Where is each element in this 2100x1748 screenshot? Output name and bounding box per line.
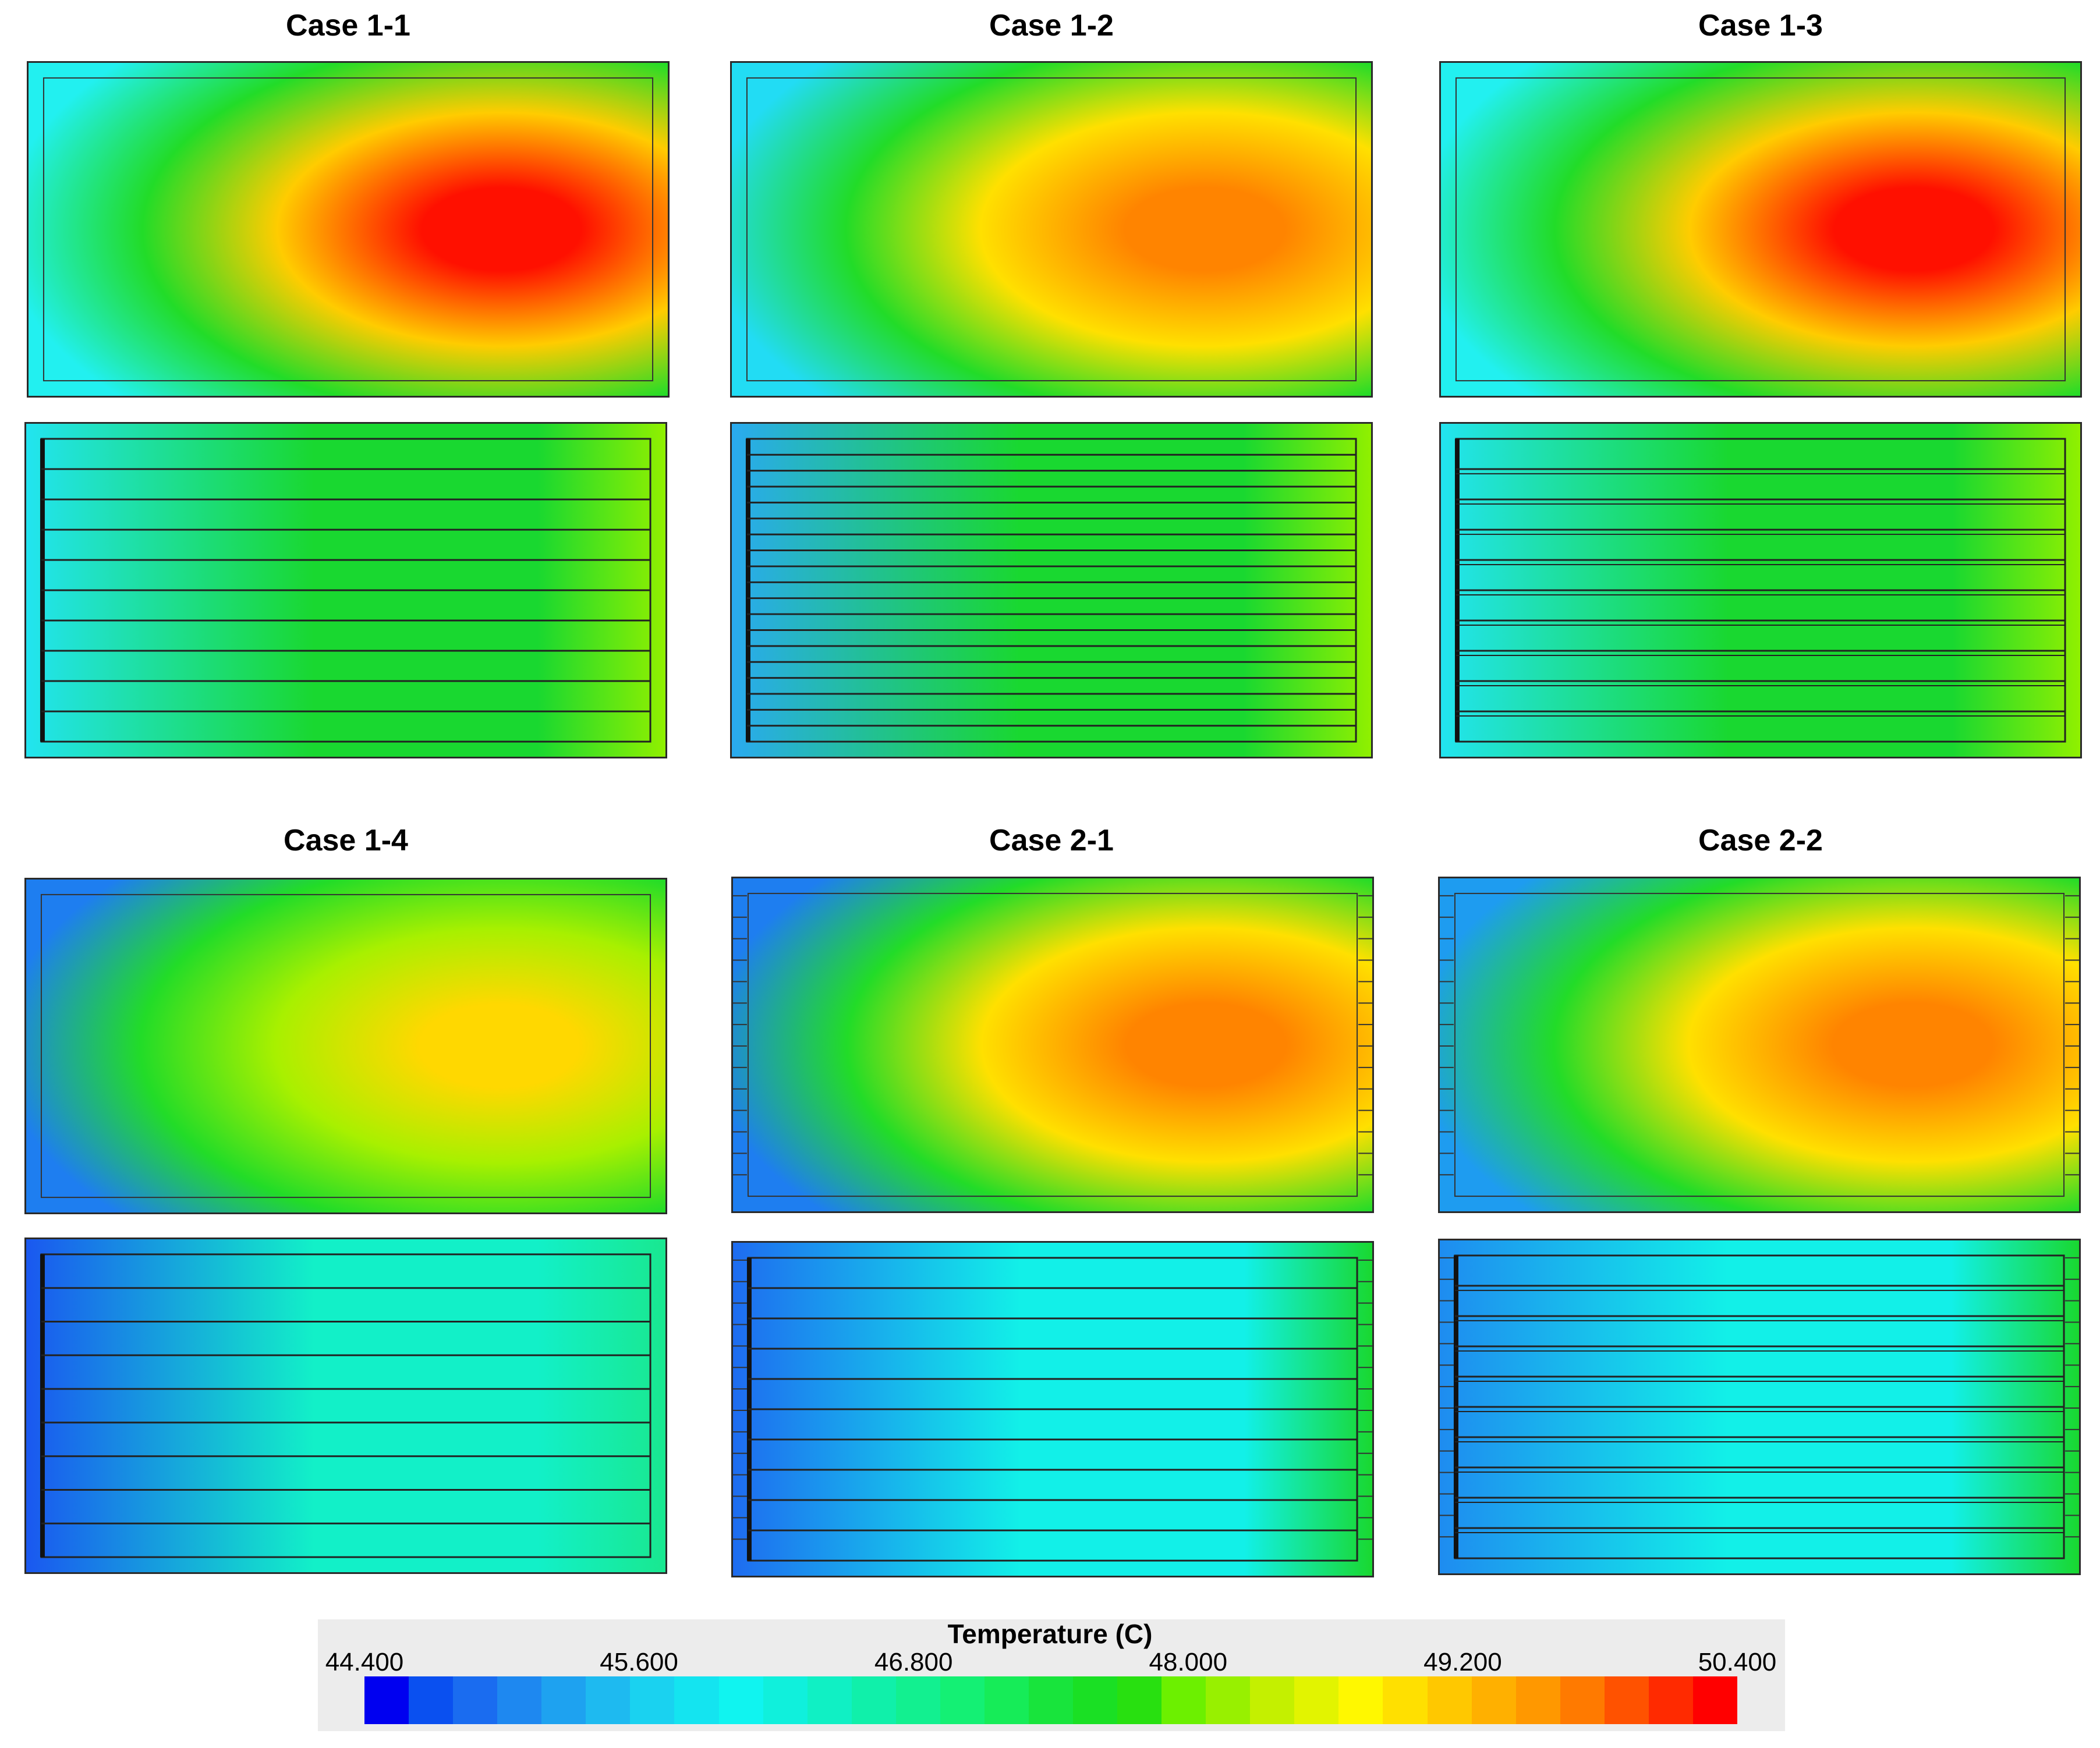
legend-color-bin xyxy=(630,1676,675,1724)
bottom-contour-svg xyxy=(26,424,665,757)
legend-color-bin xyxy=(497,1676,542,1724)
case-title: Case 2-1 xyxy=(989,824,1114,857)
temperature-field xyxy=(732,424,1371,757)
temperature-field xyxy=(26,880,665,1212)
legend-color-bin xyxy=(1338,1676,1383,1724)
top-contour-svg xyxy=(29,63,668,396)
top-contour-svg xyxy=(26,880,665,1212)
top-contour-svg xyxy=(732,63,1371,396)
legend-tick-label: 50.400 xyxy=(1698,1648,1777,1676)
bottom-contour-panel xyxy=(24,422,667,758)
bottom-contour-svg xyxy=(733,1243,1372,1576)
legend-color-bin xyxy=(851,1676,896,1724)
temperature-field xyxy=(1441,63,2080,396)
legend-colorbar xyxy=(364,1676,1737,1724)
legend-color-bin xyxy=(1515,1676,1560,1724)
legend-tick-label: 44.400 xyxy=(325,1648,404,1676)
legend-color-bin xyxy=(1692,1676,1737,1724)
legend-color-bin xyxy=(1028,1676,1073,1724)
legend-color-bin xyxy=(718,1676,763,1724)
legend-color-bin xyxy=(1161,1676,1206,1724)
legend-color-bin xyxy=(1427,1676,1472,1724)
case-title: Case 1-3 xyxy=(1698,9,1823,42)
bottom-contour-panel xyxy=(24,1238,667,1574)
legend-color-bin xyxy=(541,1676,586,1724)
top-contour-svg xyxy=(733,878,1372,1211)
cell-outline xyxy=(1454,892,2065,1197)
legend-tick-label: 48.000 xyxy=(1149,1648,1228,1676)
legend-tick-label: 45.600 xyxy=(600,1648,678,1676)
temperature-field xyxy=(26,1239,665,1572)
temperature-field xyxy=(732,63,1371,396)
legend-color-bin xyxy=(1560,1676,1605,1724)
legend-tick-label: 46.800 xyxy=(874,1648,953,1676)
temperature-field xyxy=(29,63,668,396)
temperature-field xyxy=(1440,878,2079,1211)
legend-color-bin xyxy=(940,1676,985,1724)
temperature-field xyxy=(733,878,1372,1211)
top-contour-panel xyxy=(24,878,667,1214)
legend-title: Temperature (C) xyxy=(947,1619,1153,1649)
legend-color-bin xyxy=(1250,1676,1295,1724)
legend-color-bin xyxy=(1206,1676,1251,1724)
legend-color-bin xyxy=(984,1676,1029,1724)
case-title: Case 1-1 xyxy=(286,9,410,42)
bottom-contour-svg xyxy=(1440,1240,2079,1573)
top-contour-svg xyxy=(1440,878,2079,1211)
bottom-contour-panel xyxy=(1438,1239,2081,1575)
legend-color-bin xyxy=(895,1676,940,1724)
case-title: Case 1-4 xyxy=(284,824,408,857)
legend-color-bin xyxy=(1648,1676,1693,1724)
bottom-contour-svg xyxy=(1441,424,2080,757)
case-title: Case 2-2 xyxy=(1698,824,1823,857)
bottom-contour-svg xyxy=(732,424,1371,757)
cell-outline xyxy=(746,77,1357,382)
top-contour-panel xyxy=(731,877,1374,1213)
legend-color-bin xyxy=(1117,1676,1162,1724)
legend-color-bin xyxy=(807,1676,852,1724)
legend-color-bin xyxy=(409,1676,454,1724)
legend-color-bin xyxy=(586,1676,631,1724)
top-contour-panel xyxy=(1439,61,2082,398)
legend-tick-label: 49.200 xyxy=(1423,1648,1502,1676)
legend-color-bin xyxy=(453,1676,498,1724)
cell-outline xyxy=(40,893,651,1199)
legend-color-bin xyxy=(1383,1676,1428,1724)
top-contour-svg xyxy=(1441,63,2080,396)
top-contour-panel xyxy=(730,61,1373,398)
cell-outline xyxy=(1455,77,2066,382)
legend-color-bin xyxy=(674,1676,719,1724)
cell-outline xyxy=(43,77,654,382)
bottom-contour-svg xyxy=(26,1239,665,1572)
legend-color-bin xyxy=(1471,1676,1516,1724)
legend-color-bin xyxy=(364,1676,409,1724)
top-contour-panel xyxy=(1438,877,2081,1213)
legend-color-bin xyxy=(763,1676,808,1724)
bottom-contour-panel xyxy=(731,1241,1374,1577)
legend-color-bin xyxy=(1294,1676,1339,1724)
legend-color-bin xyxy=(1604,1676,1649,1724)
bottom-contour-panel xyxy=(730,422,1373,758)
legend-color-bin xyxy=(1073,1676,1118,1724)
case-title: Case 1-2 xyxy=(989,9,1114,42)
top-contour-panel xyxy=(27,61,670,398)
cell-outline xyxy=(747,892,1358,1197)
bottom-contour-panel xyxy=(1439,422,2082,758)
